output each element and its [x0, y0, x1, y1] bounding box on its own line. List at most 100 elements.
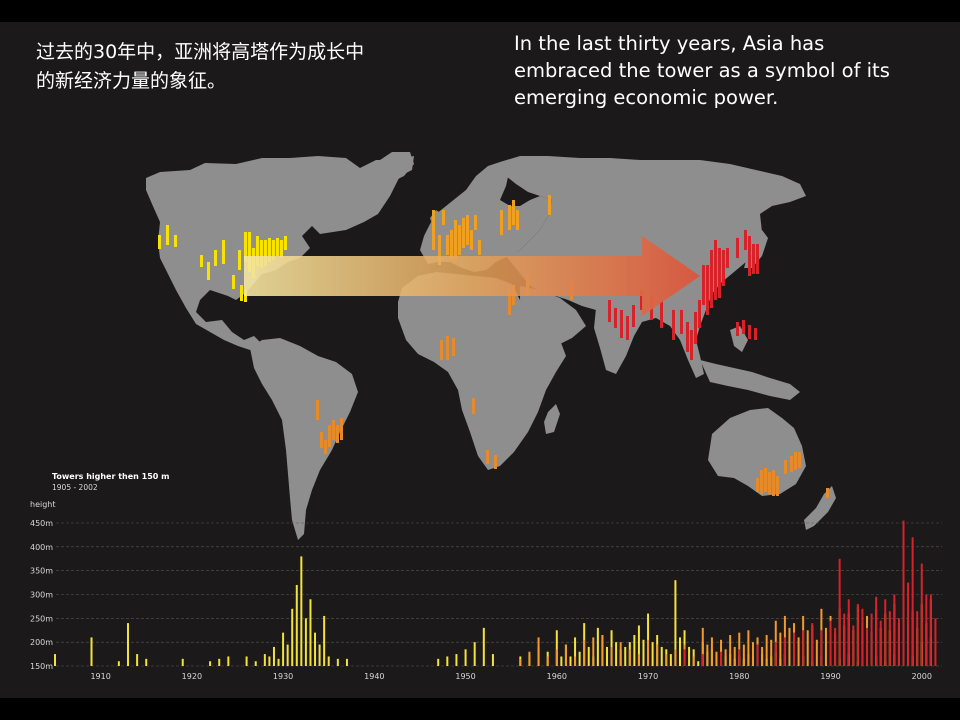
south-america-landmass: [250, 338, 358, 540]
tower-marker: [232, 275, 235, 289]
chart-subtitle: 1905 - 2002: [52, 483, 98, 492]
tower-marker: [324, 440, 327, 454]
tower-marker: [760, 470, 763, 494]
tower-bar: [537, 637, 540, 666]
tower-bar: [637, 625, 640, 666]
tower-marker: [472, 398, 475, 414]
tower-bar: [770, 639, 773, 666]
tower-bar: [277, 658, 280, 666]
tower-bar: [838, 558, 841, 666]
tower-bar: [263, 654, 266, 666]
tower-marker: [214, 250, 217, 266]
tower-bar: [437, 658, 440, 666]
tower-bar: [295, 584, 298, 666]
x-tick-label: 1910: [90, 672, 110, 681]
tower-bar: [774, 642, 777, 666]
tower-bar: [304, 618, 307, 666]
x-tick-label: 1990: [820, 672, 840, 681]
tower-marker: [276, 238, 279, 256]
tower-bar: [227, 656, 230, 666]
tower-marker: [632, 305, 635, 327]
tower-marker: [238, 250, 241, 270]
tower-bar: [788, 627, 791, 666]
tower-bar: [751, 642, 754, 666]
y-tick-label: 200m: [30, 638, 53, 647]
tower-marker: [248, 232, 251, 272]
tower-bar: [715, 651, 718, 666]
tower-marker: [714, 240, 717, 300]
tower-marker: [764, 468, 767, 492]
tower-bar: [742, 644, 745, 666]
tower-marker: [690, 330, 693, 360]
australia-landmass: [708, 408, 806, 496]
chart-bars: [54, 520, 937, 666]
tower-marker: [454, 220, 457, 260]
tower-bar: [446, 656, 449, 666]
tower-marker: [756, 478, 759, 492]
tower-bar: [802, 630, 805, 666]
tower-marker: [784, 460, 787, 474]
tower-bar: [560, 656, 563, 666]
tower-bar: [300, 556, 303, 666]
tower-bar: [583, 639, 586, 666]
tower-bar: [318, 644, 321, 666]
tower-marker: [508, 205, 511, 230]
tower-bar: [665, 654, 668, 666]
tower-marker: [174, 235, 177, 247]
tower-marker: [776, 476, 779, 496]
tower-bar: [323, 615, 326, 666]
tower-bar: [929, 594, 932, 666]
tower-marker: [272, 240, 275, 260]
tower-bar: [473, 642, 476, 666]
tower-bar: [916, 611, 919, 666]
y-tick-label: 400m: [30, 543, 53, 552]
tower-bar: [336, 658, 339, 666]
madagascar-landmass: [544, 404, 560, 434]
chart-gridlines: [56, 522, 942, 667]
tower-bar: [528, 651, 531, 666]
tower-bar: [779, 632, 782, 666]
tower-bar: [934, 618, 937, 666]
tower-bar: [678, 637, 681, 666]
tower-bar: [569, 656, 572, 666]
tower-marker: [474, 215, 477, 230]
english-caption-line: emerging economic power.: [514, 86, 779, 109]
africa-landmass: [398, 272, 566, 470]
y-tick-label: 300m: [30, 591, 53, 600]
tower-marker: [826, 488, 829, 498]
tower-marker: [640, 290, 643, 310]
tower-marker: [332, 420, 335, 440]
tower-marker: [264, 240, 267, 266]
tower-bar: [596, 627, 599, 666]
tower-marker: [794, 452, 797, 470]
tower-bar: [628, 649, 631, 666]
tower-bar: [455, 654, 458, 666]
tower-bar: [218, 658, 221, 666]
greenland-landmass: [380, 152, 414, 182]
tower-bar: [656, 644, 659, 666]
tower-marker: [736, 322, 739, 336]
tower-marker: [438, 235, 441, 265]
tower-marker: [736, 238, 739, 258]
tower-bar: [90, 637, 93, 666]
tower-bar: [136, 654, 139, 666]
new-zealand-landmass: [804, 486, 836, 530]
direction-arrow-icon: [244, 236, 700, 316]
tower-marker: [748, 325, 751, 339]
tower-bar: [647, 639, 650, 666]
tower-bar: [126, 623, 129, 666]
tower-bar: [884, 599, 887, 666]
tower-marker: [620, 310, 623, 338]
india-landmass: [594, 308, 634, 374]
tower-marker: [680, 310, 683, 334]
tower-bar: [272, 646, 275, 666]
y-tick-label: 150m: [30, 662, 53, 671]
tower-bar: [829, 620, 832, 666]
tower-marker: [790, 456, 793, 472]
tower-bar: [815, 639, 818, 666]
chart-title: Towers higher then 150 m: [52, 472, 169, 481]
tower-marker: [742, 320, 745, 334]
tower-bar: [610, 646, 613, 666]
tower-marker: [222, 240, 225, 264]
tower-height-chart: Towers higher then 150 m 1905 - 2002 hei…: [30, 472, 942, 681]
